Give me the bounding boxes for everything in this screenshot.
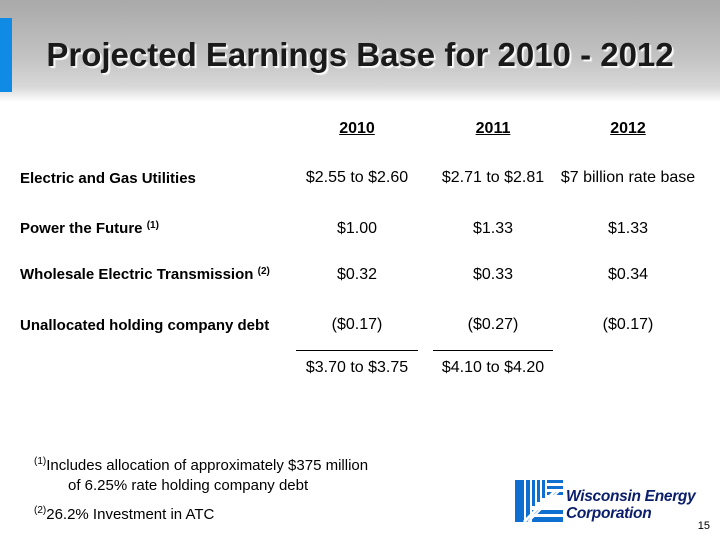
table-cell: $0.33 bbox=[472, 266, 514, 283]
wisconsin-energy-logo-icon bbox=[515, 480, 563, 522]
page-number: 15 bbox=[697, 520, 710, 532]
total-2011: $4.10 to $4.20 bbox=[441, 359, 545, 376]
footnote-1-continued: of 6.25% rate holding company debt bbox=[68, 477, 309, 494]
footnote-1: (1)Includes allocation of approximately … bbox=[34, 456, 369, 474]
table-cell: $7 billion rate base bbox=[560, 169, 696, 186]
total-2010: $3.70 to $3.75 bbox=[305, 359, 409, 376]
title-accent-bar bbox=[0, 18, 12, 92]
total-rule bbox=[296, 350, 418, 351]
table-cell: $1.33 bbox=[607, 220, 649, 237]
title-band bbox=[0, 0, 720, 102]
total-rule bbox=[433, 350, 553, 351]
table-cell: ($0.17) bbox=[602, 316, 654, 333]
logo-text-line1: Wisconsin Energy bbox=[566, 488, 696, 505]
row-label-electric-gas: Electric and Gas Utilities bbox=[20, 170, 196, 187]
row-label-power-the-future: Power the Future (1) bbox=[20, 220, 159, 237]
table-cell: $2.71 to $2.81 bbox=[441, 169, 545, 186]
row-label-unallocated-debt: Unallocated holding company debt bbox=[20, 317, 270, 334]
column-header-2010: 2010 bbox=[339, 120, 375, 137]
row-label-wholesale-transmission: Wholesale Electric Transmission (2) bbox=[20, 266, 270, 283]
footnote-2: (2)26.2% Investment in ATC bbox=[34, 505, 215, 523]
footnote-ref: (2) bbox=[257, 266, 270, 277]
column-header-2012: 2012 bbox=[610, 120, 646, 137]
logo-text-line2: Corporation bbox=[566, 505, 652, 522]
table-cell: $1.00 bbox=[336, 220, 378, 237]
table-cell: $0.34 bbox=[607, 266, 649, 283]
table-cell: ($0.17) bbox=[331, 316, 383, 333]
table-cell: $1.33 bbox=[472, 220, 514, 237]
footnote-ref: (1) bbox=[146, 220, 159, 231]
table-cell: $0.32 bbox=[336, 266, 378, 283]
table-cell: ($0.27) bbox=[467, 316, 519, 333]
column-header-2011: 2011 bbox=[475, 120, 511, 137]
table-cell: $2.55 to $2.60 bbox=[305, 169, 409, 186]
slide-title: Projected Earnings Base for 2010 - 2012 bbox=[46, 36, 674, 73]
